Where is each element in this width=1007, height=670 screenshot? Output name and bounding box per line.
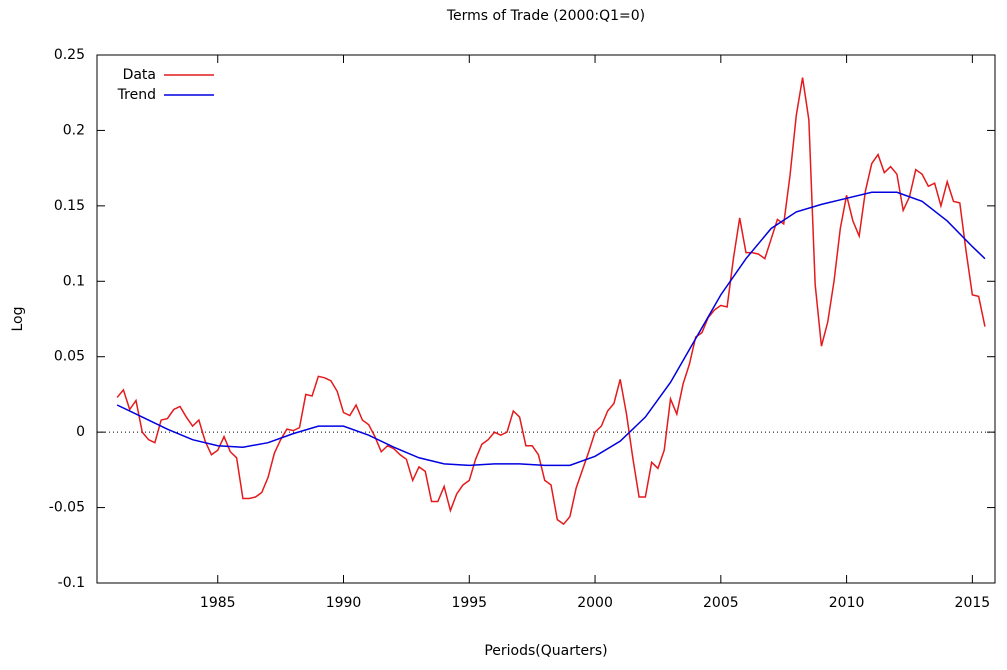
data-line (116, 77, 986, 526)
y-tick-label: 0.25 (54, 47, 85, 63)
plot-frame (96, 54, 996, 584)
x-tick-label: 1985 (200, 595, 236, 611)
y-tick-label: -0.05 (49, 500, 85, 516)
y-tick-label: 0 (76, 424, 85, 440)
y-tick-label: 0.05 (54, 349, 85, 365)
chart-title: Terms of Trade (2000:Q1=0) (446, 8, 645, 24)
y-tick-label: -0.1 (58, 575, 85, 591)
x-tick-label: 2005 (703, 595, 739, 611)
y-axis-label: Log (10, 306, 26, 331)
x-tick-label: 2015 (955, 595, 991, 611)
legend-label: Data (123, 67, 156, 83)
x-tick-label: 1995 (451, 595, 487, 611)
x-tick-label: 1990 (326, 595, 362, 611)
x-axis-label: Periods(Quarters) (484, 643, 607, 659)
legend-label: Trend (117, 87, 156, 103)
y-tick-label: 0.15 (54, 198, 85, 214)
y-tick-label: 0.1 (63, 273, 85, 289)
x-tick-label: 2000 (577, 595, 613, 611)
data-line (116, 191, 986, 467)
x-tick-label: 2010 (829, 595, 865, 611)
y-tick-label: 0.2 (63, 122, 85, 138)
